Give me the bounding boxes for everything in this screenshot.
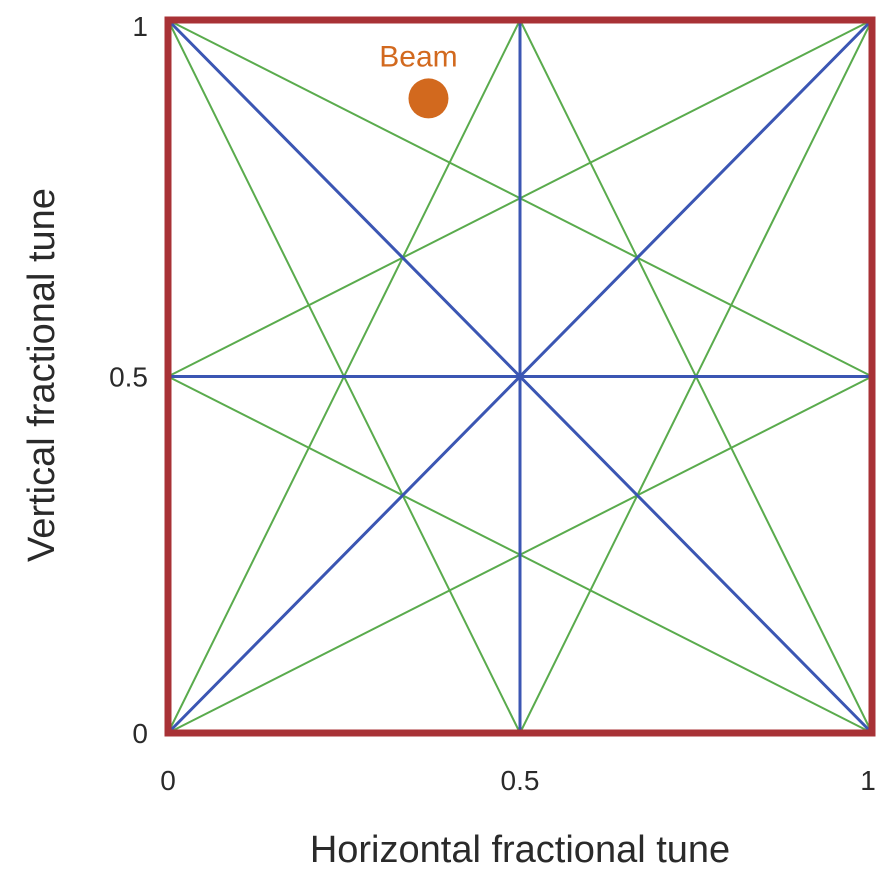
y-axis-title: Vertical fractional tune	[21, 188, 63, 562]
y-tick-label: 0	[132, 718, 148, 749]
x-tick-label: 0.5	[501, 765, 540, 796]
y-tick-label: 0.5	[109, 362, 148, 393]
beam-label: Beam	[379, 40, 457, 73]
beam-marker	[408, 78, 449, 119]
x-tick-labels: 0 0.5 1	[160, 765, 876, 796]
y-tick-label: 1	[132, 11, 148, 42]
x-tick-label: 1	[860, 765, 876, 796]
plot-frame	[164, 16, 876, 737]
y-tick-labels: 00.51	[109, 11, 148, 749]
second-order-resonance-lines	[166, 18, 874, 735]
x-axis-title: Horizontal fractional tune	[310, 829, 730, 871]
x-tick-label: 0	[160, 765, 176, 796]
